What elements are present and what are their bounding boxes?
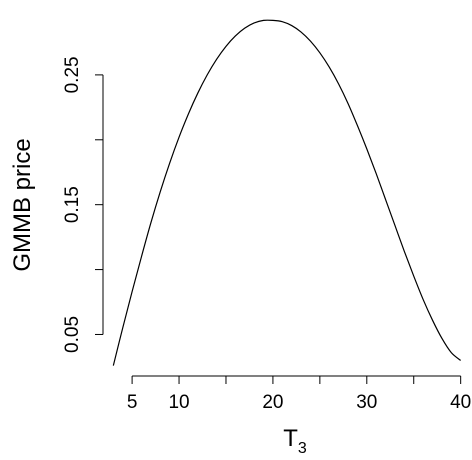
x-axis-ticks: 5 10 20 30 40 [127,376,471,413]
x-tick-label: 40 [450,392,471,413]
x-tick-label: 20 [262,392,283,413]
series-line [112,19,462,366]
x-axis-title-subscript: 3 [298,440,307,457]
x-tick-label: 10 [168,392,189,413]
y-axis-ticks: 0.05 0.15 0.25 [62,56,103,353]
x-tick-label: 5 [127,392,138,413]
y-tick-label: 0.25 [62,56,83,93]
x-axis-title-main: T [283,425,298,452]
x-tick-label: 30 [356,392,377,413]
series-group [112,19,462,366]
y-tick-label: 0.15 [62,186,83,223]
y-tick-label: 0.05 [62,316,83,353]
axes [102,74,461,377]
x-axis-title: T3 [283,425,307,457]
y-axis-title: GMMB price [9,138,36,271]
